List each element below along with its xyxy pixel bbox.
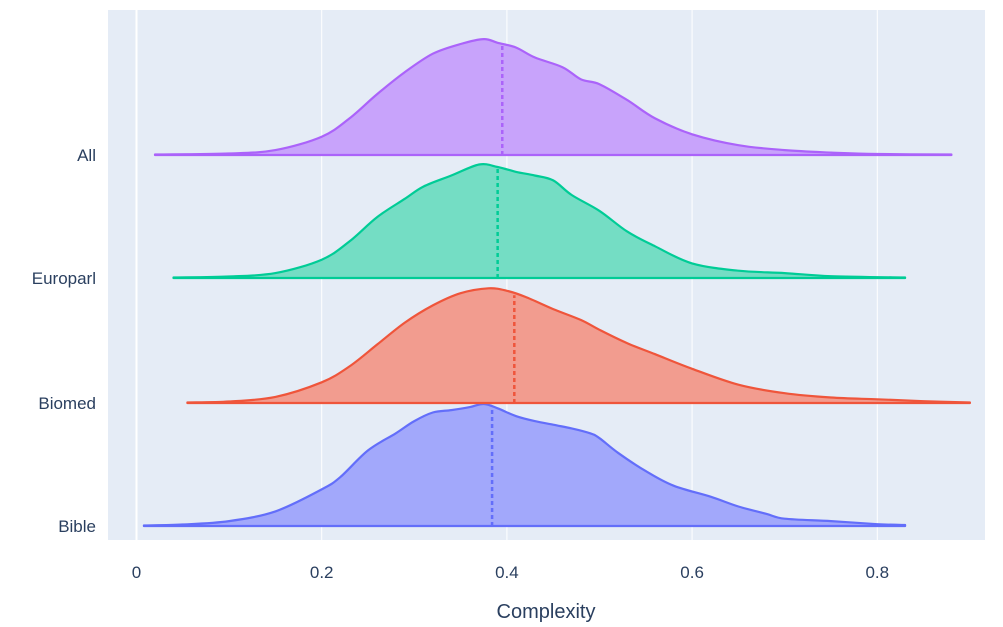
violin-fill-all	[155, 39, 952, 155]
y-tick-label-bible: Bible	[58, 517, 96, 536]
x-tick-label: 0	[132, 563, 141, 582]
x-tick-label: 0.4	[495, 563, 519, 582]
x-axis-title: Complexity	[497, 601, 596, 623]
tick-labels: 0 0.2 0.4 0.6 0.8 Bible Biomed Europarl All	[32, 146, 889, 582]
y-tick-label-europarl: Europarl	[32, 269, 96, 288]
violin-bible	[142, 402, 907, 528]
violin-outline-europarl	[172, 163, 907, 280]
violin-europarl	[172, 163, 907, 280]
violin-fill-europarl	[173, 164, 906, 278]
violin-biomed	[186, 287, 971, 405]
violin-outline-bible	[142, 402, 907, 528]
violin-outline-biomed	[186, 287, 971, 405]
y-tick-label-biomed: Biomed	[38, 394, 96, 413]
violin-fill-bible	[143, 403, 906, 526]
x-tick-label: 0.2	[310, 563, 334, 582]
violins	[142, 37, 971, 528]
x-tick-label: 0.6	[680, 563, 704, 582]
violin-outline-all	[153, 37, 953, 157]
x-tick-label: 0.8	[865, 563, 889, 582]
y-tick-label-all: All	[77, 146, 96, 165]
violin-all	[153, 37, 953, 157]
violin-fill-biomed	[187, 288, 970, 403]
